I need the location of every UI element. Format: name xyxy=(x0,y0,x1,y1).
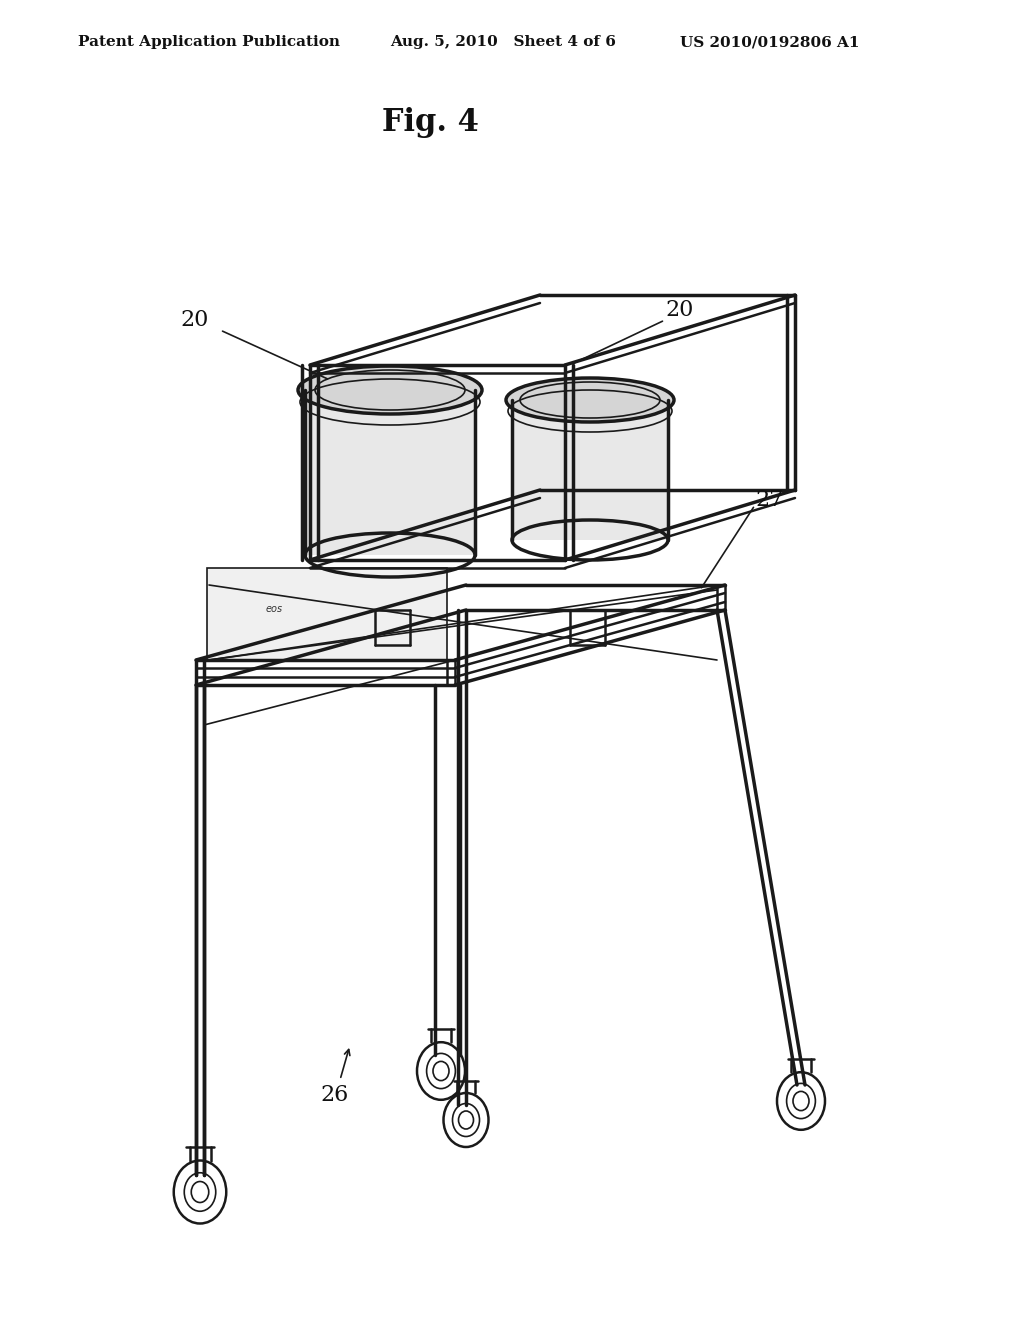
Bar xyxy=(207,568,447,660)
Text: eos: eos xyxy=(266,605,283,614)
Ellipse shape xyxy=(298,366,482,414)
Text: Fig. 4: Fig. 4 xyxy=(382,107,478,137)
Text: US 2010/0192806 A1: US 2010/0192806 A1 xyxy=(680,36,859,49)
Text: 26: 26 xyxy=(321,1084,349,1106)
Text: 20: 20 xyxy=(666,300,694,321)
Bar xyxy=(512,400,668,540)
Text: 20: 20 xyxy=(181,309,209,331)
Ellipse shape xyxy=(506,378,674,422)
Text: Patent Application Publication: Patent Application Publication xyxy=(78,36,340,49)
Text: Aug. 5, 2010   Sheet 4 of 6: Aug. 5, 2010 Sheet 4 of 6 xyxy=(390,36,615,49)
Text: 27: 27 xyxy=(755,488,783,511)
Bar xyxy=(305,389,475,554)
